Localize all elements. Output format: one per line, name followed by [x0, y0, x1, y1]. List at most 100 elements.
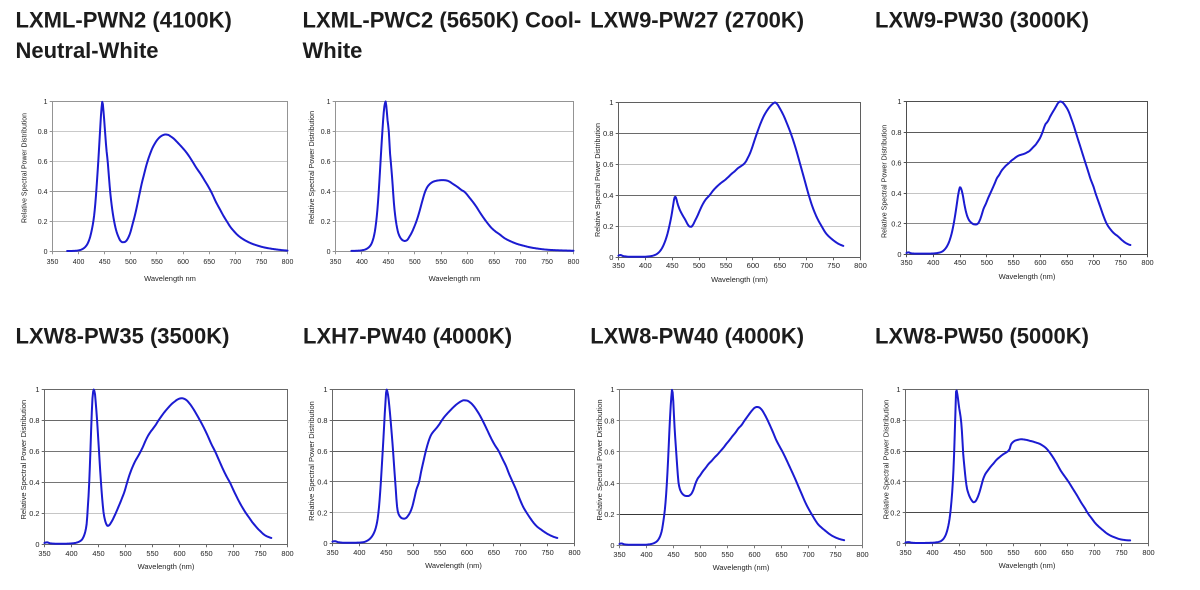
svg-text:700: 700 [802, 550, 814, 559]
svg-text:700: 700 [1088, 258, 1100, 267]
svg-text:Wavelength nm: Wavelength nm [429, 274, 481, 283]
svg-text:0.6: 0.6 [604, 448, 614, 457]
svg-text:750: 750 [829, 550, 841, 559]
svg-text:500: 500 [694, 550, 706, 559]
svg-text:400: 400 [73, 259, 85, 266]
svg-text:0.8: 0.8 [321, 129, 331, 136]
svg-text:0.2: 0.2 [604, 510, 614, 519]
svg-text:Wavelength (nm): Wavelength (nm) [999, 272, 1056, 281]
svg-text:350: 350 [38, 549, 50, 558]
svg-text:550: 550 [434, 548, 446, 557]
svg-text:750: 750 [1115, 548, 1127, 557]
svg-text:600: 600 [461, 548, 473, 557]
svg-text:650: 650 [488, 259, 500, 266]
svg-text:0: 0 [897, 250, 901, 259]
svg-text:650: 650 [488, 548, 500, 557]
svg-text:650: 650 [203, 259, 215, 266]
svg-text:0.4: 0.4 [29, 478, 39, 487]
svg-text:500: 500 [119, 549, 131, 558]
svg-text:Wavelength (nm): Wavelength (nm) [713, 563, 770, 572]
svg-text:700: 700 [515, 548, 527, 557]
svg-text:1: 1 [327, 99, 331, 106]
svg-text:LXML-PWN2 (4100K): LXML-PWN2 (4100K) [16, 8, 232, 33]
svg-text:0.4: 0.4 [317, 478, 327, 487]
svg-text:800: 800 [568, 548, 580, 557]
svg-text:500: 500 [407, 548, 419, 557]
svg-text:0.4: 0.4 [38, 189, 48, 196]
svg-text:450: 450 [380, 548, 392, 557]
svg-text:0.8: 0.8 [29, 416, 39, 425]
svg-text:800: 800 [854, 261, 867, 270]
svg-text:0.6: 0.6 [29, 447, 39, 456]
svg-text:700: 700 [1088, 548, 1100, 557]
svg-text:0.6: 0.6 [38, 159, 48, 166]
svg-text:0.6: 0.6 [603, 160, 614, 169]
svg-text:350: 350 [326, 548, 338, 557]
svg-text:LXW9-PW30 (3000K): LXW9-PW30 (3000K) [875, 8, 1089, 33]
svg-text:500: 500 [980, 548, 992, 557]
svg-text:750: 750 [256, 259, 268, 266]
svg-text:1: 1 [610, 385, 614, 394]
svg-text:350: 350 [47, 259, 59, 266]
svg-text:Relative Spectral Power Distri: Relative Spectral Power Distribution [307, 401, 316, 521]
svg-text:550: 550 [721, 550, 733, 559]
svg-text:LXH7-PW40 (4000K): LXH7-PW40 (4000K) [303, 324, 512, 349]
svg-text:550: 550 [720, 261, 733, 270]
svg-text:500: 500 [409, 259, 421, 266]
svg-text:0.2: 0.2 [317, 508, 327, 517]
svg-text:0.8: 0.8 [317, 416, 327, 425]
svg-text:700: 700 [800, 261, 813, 270]
svg-text:Relative Spectral Power Distri: Relative Spectral Power Distribution [22, 113, 29, 223]
svg-text:0: 0 [44, 249, 48, 256]
svg-text:0.6: 0.6 [891, 158, 901, 167]
svg-text:650: 650 [773, 261, 786, 270]
svg-text:800: 800 [281, 549, 293, 558]
svg-text:0.8: 0.8 [603, 129, 614, 138]
svg-text:0.8: 0.8 [891, 128, 901, 137]
svg-text:750: 750 [541, 548, 553, 557]
svg-text:Wavelength (nm): Wavelength (nm) [999, 561, 1056, 570]
svg-text:350: 350 [330, 259, 342, 266]
svg-text:400: 400 [639, 261, 652, 270]
svg-text:800: 800 [856, 550, 868, 559]
svg-text:800: 800 [1141, 258, 1153, 267]
svg-text:0.2: 0.2 [891, 220, 901, 229]
svg-text:Wavelength (nm): Wavelength (nm) [138, 562, 195, 571]
svg-text:LXML-PWC2 (5650K) Cool-: LXML-PWC2 (5650K) Cool- [303, 8, 582, 33]
svg-text:750: 750 [827, 261, 840, 270]
svg-text:450: 450 [99, 259, 111, 266]
svg-text:450: 450 [92, 549, 104, 558]
svg-text:Relative Spectral Power Distri: Relative Spectral Power Distribution [308, 111, 316, 224]
svg-text:650: 650 [1061, 258, 1073, 267]
svg-text:750: 750 [1115, 258, 1127, 267]
svg-text:0: 0 [609, 253, 613, 262]
svg-text:0.4: 0.4 [321, 189, 331, 196]
svg-text:600: 600 [177, 259, 189, 266]
svg-text:LXW8-PW50 (5000K): LXW8-PW50 (5000K) [875, 324, 1089, 349]
svg-text:500: 500 [981, 258, 993, 267]
svg-text:400: 400 [356, 259, 368, 266]
svg-text:1: 1 [609, 98, 613, 107]
svg-text:0: 0 [896, 539, 900, 548]
svg-text:700: 700 [229, 259, 241, 266]
svg-text:650: 650 [775, 550, 787, 559]
svg-text:0.2: 0.2 [321, 219, 331, 226]
svg-text:0.4: 0.4 [891, 189, 901, 198]
svg-text:600: 600 [748, 550, 760, 559]
svg-text:650: 650 [1061, 548, 1073, 557]
svg-text:450: 450 [954, 258, 966, 267]
svg-text:0.4: 0.4 [604, 479, 614, 488]
svg-text:400: 400 [640, 550, 652, 559]
svg-text:Relative Spectral Power Distri: Relative Spectral Power Distribution [881, 125, 889, 238]
svg-text:Relative Spectral Power Distri: Relative Spectral Power Distribution [595, 399, 604, 520]
svg-text:0.2: 0.2 [29, 509, 39, 518]
svg-text:0.8: 0.8 [604, 416, 614, 425]
svg-text:700: 700 [227, 549, 239, 558]
svg-text:Neutral-White: Neutral-White [16, 38, 159, 63]
svg-text:550: 550 [151, 259, 163, 266]
svg-text:Wavelength (nm): Wavelength (nm) [425, 561, 482, 570]
svg-text:350: 350 [613, 550, 625, 559]
svg-text:0: 0 [323, 539, 327, 548]
svg-text:400: 400 [353, 548, 365, 557]
svg-text:500: 500 [693, 261, 706, 270]
